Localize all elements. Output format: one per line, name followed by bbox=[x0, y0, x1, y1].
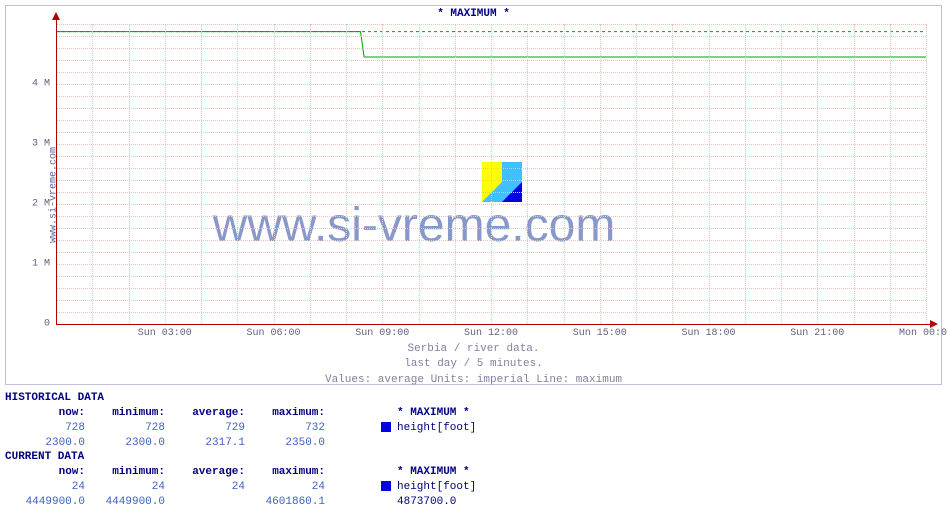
y-tick-label: 4 M bbox=[32, 79, 50, 90]
table-section-title: HISTORICAL DATA bbox=[5, 391, 942, 406]
chart-container: * MAXIMUM * www.si-vreme.com www.si-vrem… bbox=[5, 5, 942, 385]
x-tick-label: Sun 18:00 bbox=[681, 328, 735, 339]
x-tick-label: Sun 15:00 bbox=[573, 328, 627, 339]
x-tick-label: Sun 03:00 bbox=[138, 328, 192, 339]
x-tick-label: Sun 09:00 bbox=[355, 328, 409, 339]
plot-area: www.si-vreme.com 01 M2 M3 M4 MSun 03:00S… bbox=[56, 24, 926, 324]
subtitle-line: Values: average Units: imperial Line: ma… bbox=[6, 373, 941, 388]
chart-title: * MAXIMUM * bbox=[437, 8, 510, 20]
subtitle-block: Serbia / river data.last day / 5 minutes… bbox=[6, 342, 941, 388]
x-tick-label: Sun 06:00 bbox=[246, 328, 300, 339]
data-tables: HISTORICAL DATAnow:minimum:average:maxim… bbox=[5, 391, 942, 510]
x-tick-label: Sun 21:00 bbox=[790, 328, 844, 339]
table-section-title: CURRENT DATA bbox=[5, 450, 942, 465]
subtitle-line: Serbia / river data. bbox=[6, 342, 941, 357]
y-tick-label: 3 M bbox=[32, 139, 50, 150]
y-tick-label: 1 M bbox=[32, 259, 50, 270]
subtitle-line: last day / 5 minutes. bbox=[6, 357, 941, 372]
y-tick-label: 0 bbox=[44, 319, 50, 330]
x-tick-label: Sun 12:00 bbox=[464, 328, 518, 339]
y-tick-label: 2 M bbox=[32, 199, 50, 210]
x-tick-label: Mon 00:00 bbox=[899, 328, 947, 339]
